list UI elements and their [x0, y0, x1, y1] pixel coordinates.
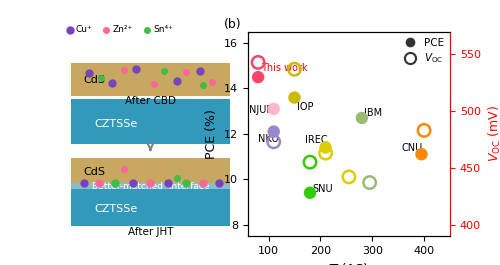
Text: Cu⁺: Cu⁺ — [76, 25, 92, 34]
Text: Zn²⁺: Zn²⁺ — [112, 25, 133, 34]
FancyBboxPatch shape — [72, 99, 230, 144]
Y-axis label: $V_\mathregular{OC}$ (mV): $V_\mathregular{OC}$ (mV) — [486, 105, 500, 162]
FancyBboxPatch shape — [72, 183, 230, 188]
Legend: PCE, $V_\mathregular{OC}$: PCE, $V_\mathregular{OC}$ — [398, 37, 445, 66]
Text: (b): (b) — [224, 18, 241, 31]
Text: NKU: NKU — [258, 134, 279, 144]
Point — [290, 67, 298, 71]
FancyBboxPatch shape — [72, 63, 230, 96]
Text: CNU: CNU — [402, 143, 423, 153]
Text: IBM: IBM — [364, 108, 382, 118]
Text: CdS: CdS — [84, 75, 106, 85]
Point — [418, 152, 426, 156]
Y-axis label: PCE (%): PCE (%) — [206, 109, 218, 159]
Point — [270, 107, 278, 111]
Point — [306, 160, 314, 164]
Text: CZTSSe: CZTSSe — [94, 204, 138, 214]
FancyBboxPatch shape — [72, 158, 230, 185]
Point — [290, 95, 298, 100]
Point — [366, 180, 374, 185]
Text: SNU: SNU — [312, 184, 333, 194]
Point — [358, 116, 366, 120]
Text: This work: This work — [261, 64, 308, 73]
Point — [420, 128, 428, 132]
FancyBboxPatch shape — [72, 188, 230, 226]
Text: CdS: CdS — [84, 167, 106, 176]
Text: Better-matched  interface: Better-matched interface — [92, 182, 209, 191]
Point — [270, 140, 278, 144]
Text: NJUPT: NJUPT — [249, 105, 278, 116]
Point — [345, 175, 353, 179]
Point — [322, 151, 330, 155]
Text: After CBD: After CBD — [125, 96, 176, 106]
Text: IOP: IOP — [297, 102, 314, 112]
Text: Sn⁴⁺: Sn⁴⁺ — [153, 25, 173, 34]
Text: After JHT: After JHT — [128, 227, 173, 237]
Point — [254, 75, 262, 79]
Point — [306, 191, 314, 195]
Point — [322, 145, 330, 149]
Point — [270, 129, 278, 134]
Text: IREC: IREC — [305, 135, 328, 145]
Text: CZTSSe: CZTSSe — [94, 119, 138, 129]
X-axis label: $T$ (°C): $T$ (°C) — [328, 261, 370, 265]
Point — [254, 60, 262, 65]
